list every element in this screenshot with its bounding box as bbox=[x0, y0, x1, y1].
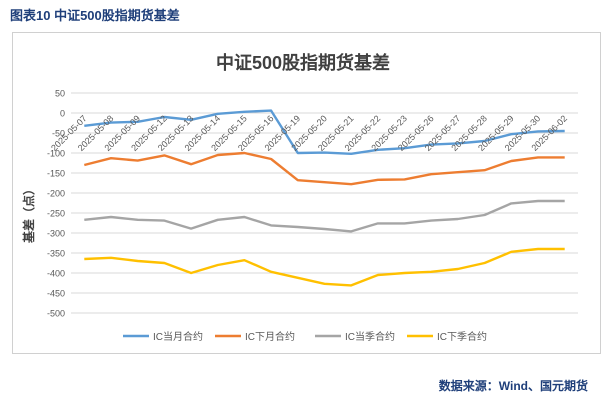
y-tick-label: -150 bbox=[47, 169, 65, 179]
chart-title: 中证500股指期货基差 bbox=[216, 52, 390, 73]
figure-caption: 图表10 中证500股指期货基差 bbox=[10, 8, 180, 23]
x-tick-layer: 2025-05-072025-05-082025-05-092025-05-12… bbox=[49, 113, 569, 153]
chart-frame: 中证500股指期货基差 基差（点） 50 0 -50 -100 -150 -200 -250… bbox=[12, 32, 601, 354]
series-layer bbox=[84, 109, 565, 287]
series-line bbox=[84, 247, 565, 287]
legend-label: IC下月合约 bbox=[245, 330, 295, 343]
y-tick-label: 50 bbox=[55, 89, 65, 99]
legend-label: IC下季合约 bbox=[437, 330, 487, 343]
legend-item: IC当季合约 bbox=[315, 330, 395, 343]
y-tick-label: -250 bbox=[47, 209, 65, 219]
y-tick-label: -350 bbox=[47, 249, 65, 259]
legend-item: IC下月合约 bbox=[215, 330, 295, 343]
y-tick-label: -400 bbox=[47, 269, 65, 279]
legend-item: IC下季合约 bbox=[407, 330, 487, 343]
y-tick-label: -200 bbox=[47, 189, 65, 199]
legend-label: IC当季合约 bbox=[345, 330, 395, 343]
grid-layer bbox=[71, 92, 578, 314]
y-axis-label: 基差（点） bbox=[21, 183, 36, 244]
y-tick-label: 0 bbox=[60, 109, 65, 119]
legend-item: IC当月合约 bbox=[123, 330, 203, 343]
y-tick-label: -100 bbox=[47, 149, 65, 159]
source-note: 数据来源：Wind、国元期货 bbox=[438, 379, 588, 393]
series-line bbox=[84, 109, 565, 156]
legend: IC当月合约 IC下月合约 IC当季合约 IC下季合约 bbox=[123, 330, 487, 343]
y-tick-label: -300 bbox=[47, 229, 65, 239]
series-line bbox=[84, 199, 565, 233]
legend-label: IC当月合约 bbox=[153, 330, 203, 343]
y-tick-label: -500 bbox=[47, 309, 65, 319]
basis-line-chart: 中证500股指期货基差 基差（点） 50 0 -50 -100 -150 -200 -250… bbox=[21, 52, 578, 343]
y-tick-label: -50 bbox=[52, 129, 65, 139]
series-line bbox=[84, 151, 565, 186]
y-tick-layer: 50 0 -50 -100 -150 -200 -250 -300 -350 -400 -450 -5… bbox=[47, 89, 65, 319]
y-tick-label: -450 bbox=[47, 289, 65, 299]
